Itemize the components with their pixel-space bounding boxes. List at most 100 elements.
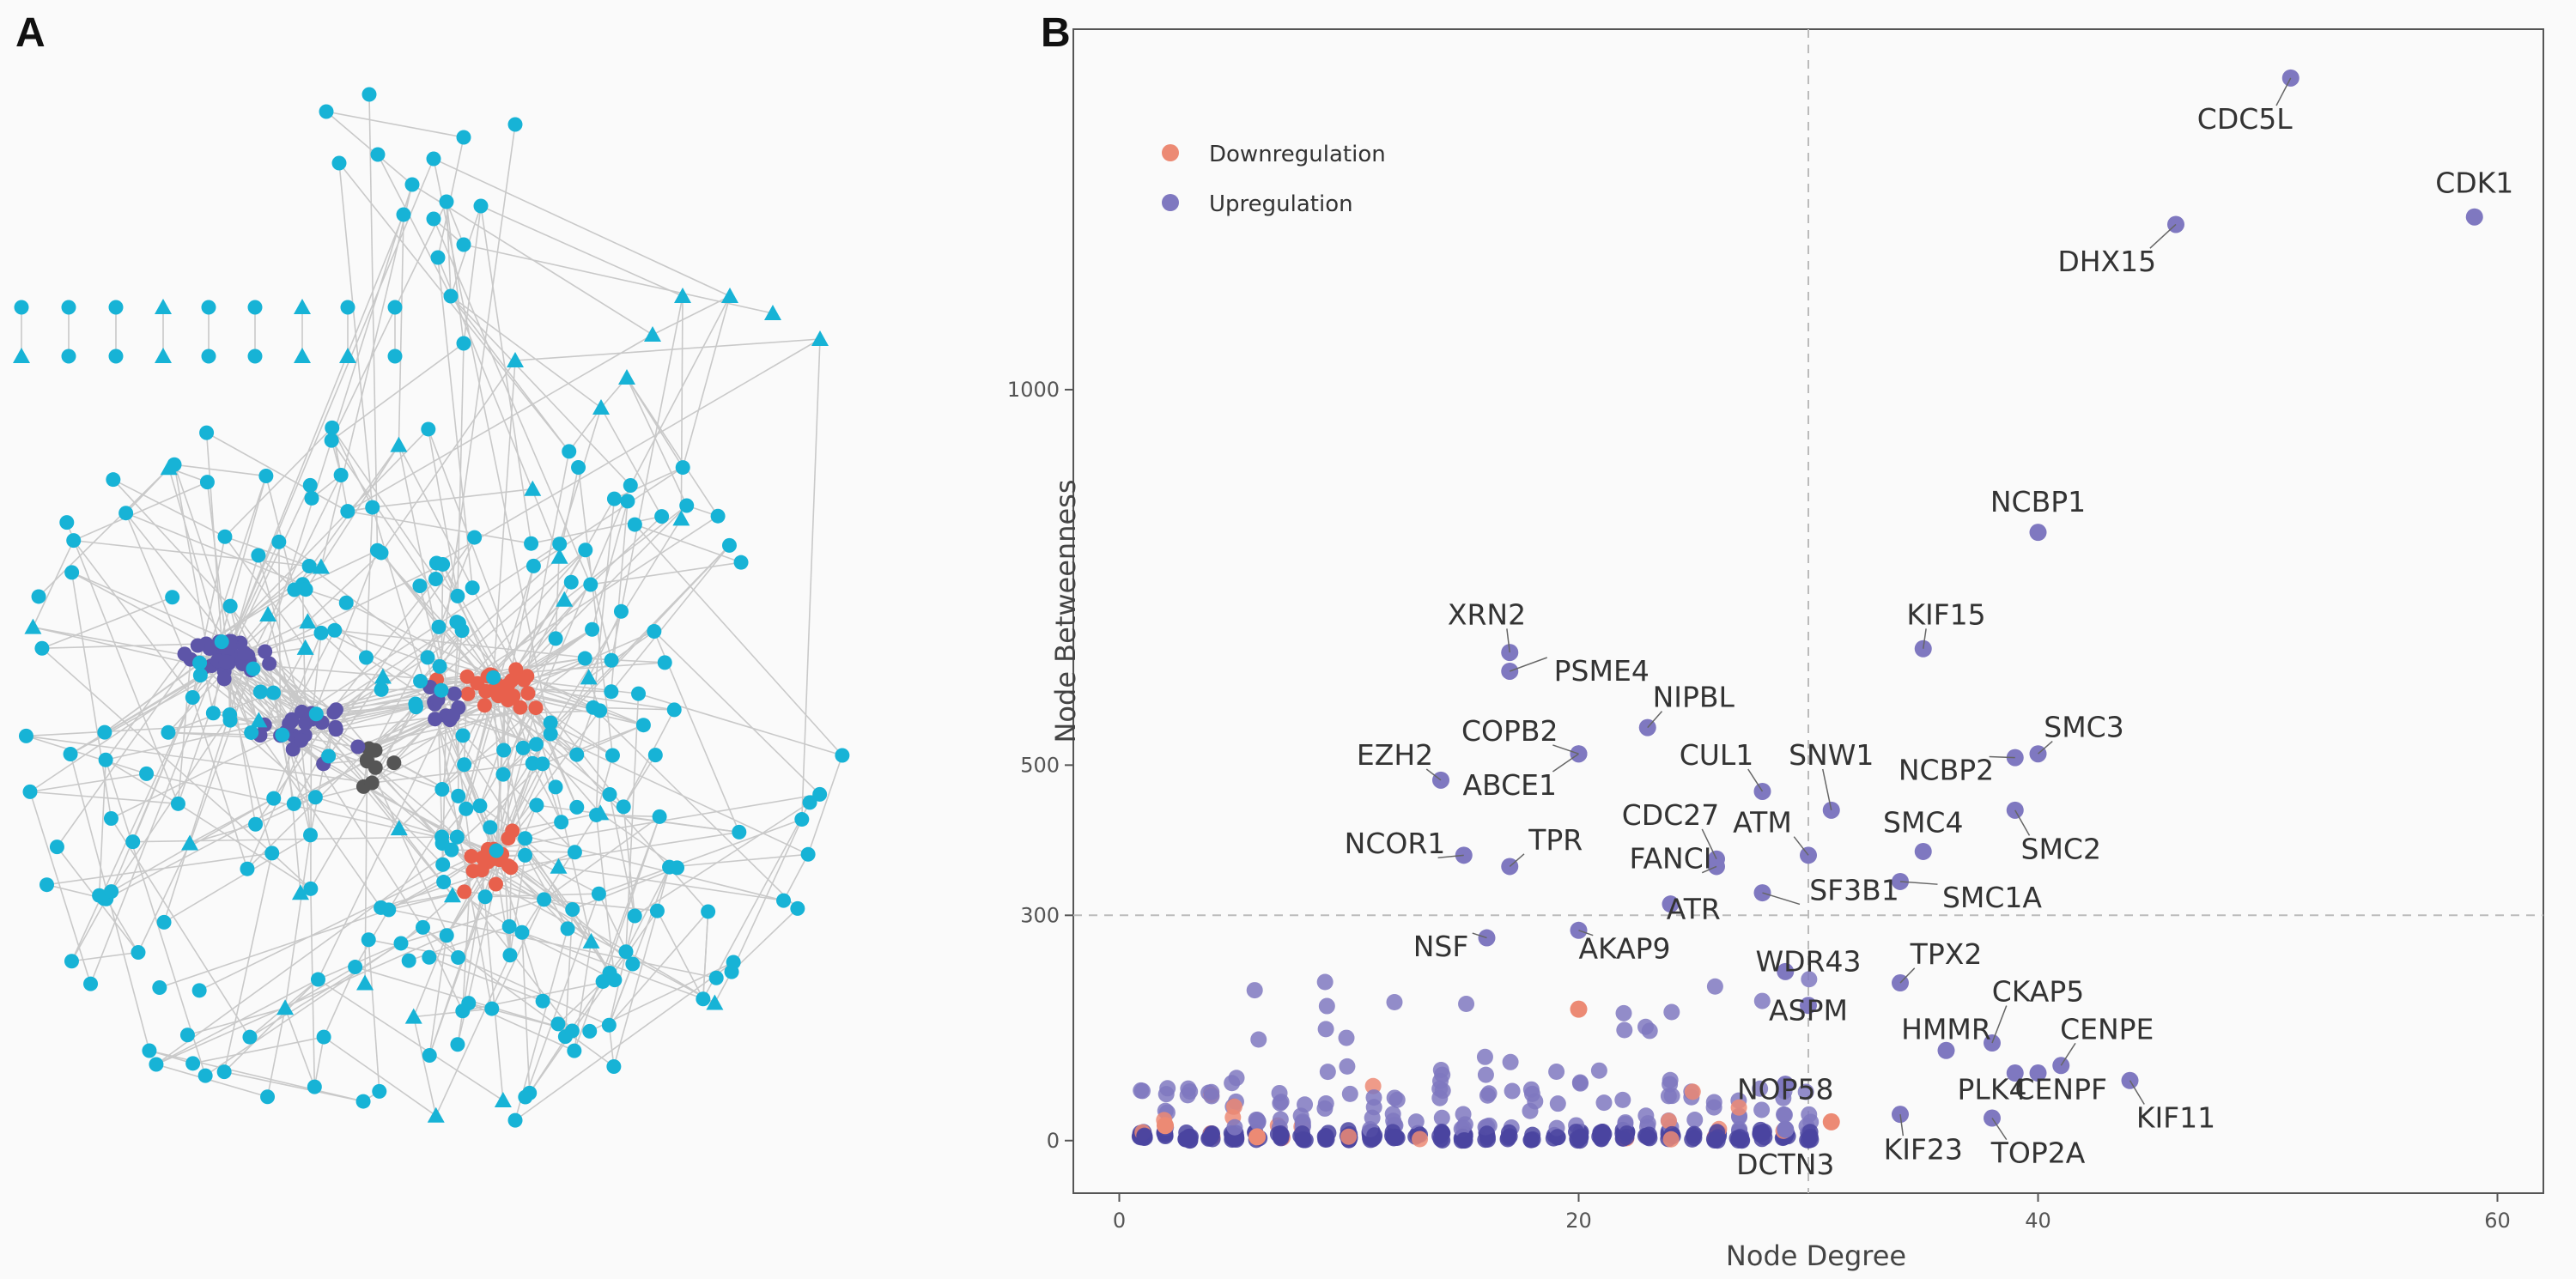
label-leader-line bbox=[1701, 828, 1717, 860]
network-edge bbox=[368, 94, 379, 551]
network-edge bbox=[443, 881, 510, 928]
network-node bbox=[647, 748, 663, 763]
label-nsf: NSF bbox=[1413, 930, 1469, 963]
network-node bbox=[321, 749, 337, 764]
background-point bbox=[1340, 1128, 1358, 1145]
network-node bbox=[456, 237, 471, 252]
network-node bbox=[412, 578, 428, 593]
background-point bbox=[1316, 1100, 1334, 1117]
network-node-triangle bbox=[390, 820, 408, 836]
network-edge bbox=[638, 693, 843, 756]
network-node bbox=[185, 689, 200, 705]
network-node bbox=[457, 884, 472, 900]
network-edge bbox=[73, 481, 208, 542]
network-edge bbox=[325, 111, 413, 185]
network-node bbox=[286, 796, 301, 811]
legend-label-up: Upregulation bbox=[1209, 191, 1353, 217]
network-node bbox=[319, 104, 334, 119]
network-node bbox=[618, 944, 634, 960]
network-node bbox=[550, 1016, 566, 1032]
network-node bbox=[495, 767, 511, 782]
network-edge bbox=[29, 773, 147, 793]
network-panel: A bbox=[13, 10, 850, 1128]
network-edge bbox=[284, 966, 356, 1009]
network-node bbox=[64, 954, 79, 969]
network-node bbox=[721, 537, 737, 553]
network-node bbox=[647, 623, 662, 639]
y-tick-label: 0 bbox=[1047, 1129, 1060, 1153]
network-node bbox=[61, 300, 76, 315]
network-node bbox=[63, 746, 78, 761]
label-ezh2: EZH2 bbox=[1357, 738, 1433, 772]
network-edge bbox=[167, 468, 221, 642]
network-edge bbox=[223, 979, 319, 1073]
network-edge bbox=[224, 536, 310, 567]
label-ncor1: NCOR1 bbox=[1345, 827, 1446, 860]
network-node bbox=[131, 945, 146, 961]
background-point bbox=[1203, 1088, 1220, 1105]
network-edge bbox=[702, 911, 709, 999]
network-node bbox=[350, 739, 366, 755]
network-edge bbox=[519, 451, 570, 708]
label-cenpe: CENPE bbox=[2060, 1012, 2154, 1046]
network-node bbox=[199, 425, 215, 440]
background-point bbox=[1386, 1089, 1403, 1106]
network-node bbox=[563, 574, 579, 590]
background-point bbox=[1502, 1053, 1519, 1070]
network-edge bbox=[293, 729, 337, 804]
low-degree-points bbox=[1131, 971, 1820, 1149]
network-edge bbox=[441, 705, 486, 790]
network-node bbox=[313, 625, 329, 640]
network-edge bbox=[66, 522, 179, 804]
network-node bbox=[595, 973, 611, 989]
label-leader-line bbox=[1762, 892, 1801, 906]
network-edge bbox=[555, 786, 592, 943]
network-edge bbox=[366, 627, 440, 762]
network-node bbox=[428, 712, 443, 727]
network-edge bbox=[428, 762, 534, 1056]
network-node bbox=[258, 644, 273, 659]
network-node bbox=[535, 993, 550, 1009]
network-node bbox=[244, 724, 259, 740]
network-node bbox=[222, 707, 238, 723]
network-edge bbox=[32, 540, 75, 627]
network-edge bbox=[325, 111, 465, 138]
network-edge bbox=[227, 158, 434, 652]
background-point bbox=[1431, 1080, 1449, 1097]
network-node bbox=[408, 696, 423, 712]
network-edge bbox=[481, 870, 504, 1101]
network-edge bbox=[192, 1036, 325, 1064]
background-point bbox=[1756, 1129, 1773, 1146]
network-node bbox=[304, 490, 319, 506]
network-node bbox=[365, 500, 380, 515]
network-edge bbox=[807, 755, 843, 855]
background-point bbox=[1752, 1080, 1769, 1097]
background-point bbox=[1458, 996, 1475, 1013]
network-node bbox=[567, 845, 582, 860]
network-edge bbox=[178, 803, 312, 889]
point-cdk1 bbox=[2465, 208, 2483, 226]
network-node-triangle bbox=[524, 480, 542, 496]
network-edge bbox=[264, 647, 307, 725]
network-node bbox=[242, 1029, 258, 1045]
network-node-triangle bbox=[811, 330, 829, 346]
network-edge bbox=[372, 762, 533, 784]
network-edge bbox=[73, 539, 310, 567]
network-edge bbox=[599, 812, 678, 869]
network-node bbox=[39, 877, 54, 893]
network-edge bbox=[265, 476, 295, 591]
network-node bbox=[726, 955, 741, 970]
network-edge bbox=[111, 731, 287, 820]
network-edge bbox=[453, 710, 600, 717]
network-node bbox=[201, 349, 216, 364]
network-edge bbox=[331, 427, 437, 579]
network-node bbox=[302, 477, 318, 493]
network-node bbox=[835, 748, 850, 763]
network-edge bbox=[294, 589, 322, 633]
network-edge bbox=[653, 630, 821, 795]
network-edge bbox=[205, 433, 223, 642]
network-node bbox=[652, 809, 667, 824]
background-point bbox=[1366, 1127, 1383, 1144]
network-node bbox=[602, 786, 617, 802]
network-node bbox=[216, 671, 232, 687]
